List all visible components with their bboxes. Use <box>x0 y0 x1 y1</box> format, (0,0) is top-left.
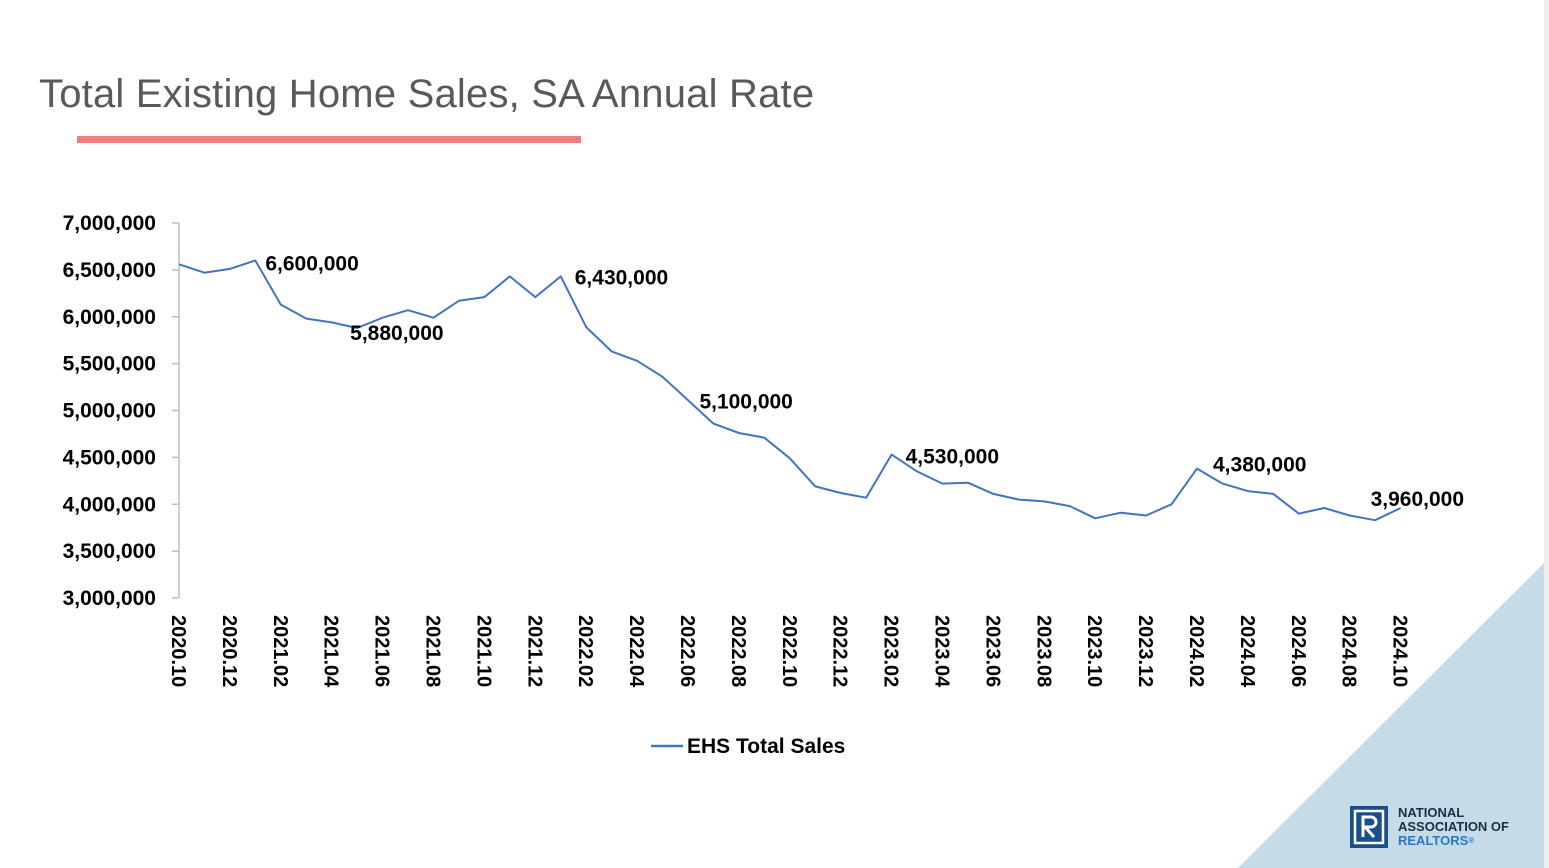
x-tick-label: 2023.12 <box>1134 615 1156 687</box>
data-label: 5,100,000 <box>699 391 792 414</box>
x-tick-label: 2023.06 <box>981 615 1003 687</box>
data-label: 4,380,000 <box>1213 454 1306 477</box>
page-title: Total Existing Home Sales, SA Annual Rat… <box>39 72 815 116</box>
x-tick-label: 2020.10 <box>167 615 189 687</box>
x-tick-label: 2021.10 <box>472 615 494 687</box>
x-tick-label: 2022.06 <box>676 615 698 687</box>
x-tick-label: 2024.04 <box>1236 615 1258 688</box>
logo-line-2: ASSOCIATION OF <box>1398 819 1509 834</box>
x-tick-label: 2023.08 <box>1032 615 1054 687</box>
realtor-r-icon <box>1350 806 1388 848</box>
x-tick-label: 2021.08 <box>422 615 444 687</box>
x-tick-label: 2022.04 <box>625 615 647 688</box>
x-tick-label: 2023.02 <box>880 615 902 687</box>
right-edge-strip <box>1544 0 1549 868</box>
x-tick-label: 2024.06 <box>1287 615 1309 687</box>
y-tick-label: 4,500,000 <box>63 446 156 469</box>
y-tick-label: 6,000,000 <box>63 306 156 329</box>
nar-logo: NATIONAL ASSOCIATION OF REALTORS® <box>1350 806 1509 848</box>
corner-triangle-shape <box>1238 558 1549 868</box>
y-tick-label: 3,500,000 <box>63 540 156 563</box>
data-label: 6,600,000 <box>265 253 358 276</box>
data-label: 3,960,000 <box>1371 488 1464 511</box>
legend-label: EHS Total Sales <box>687 735 845 758</box>
y-tick-label: 5,000,000 <box>63 400 156 423</box>
x-tick-label: 2020.12 <box>218 615 240 687</box>
x-tick-label: 2022.02 <box>574 615 596 687</box>
logo-reg-mark: ® <box>1468 836 1475 845</box>
y-tick-label: 5,500,000 <box>63 353 156 376</box>
x-tick-label: 2022.12 <box>829 615 851 687</box>
data-label: 5,880,000 <box>350 322 443 345</box>
x-tick-label: 2021.02 <box>269 615 291 687</box>
x-tick-label: 2022.08 <box>727 615 749 687</box>
x-tick-label: 2024.08 <box>1338 615 1360 687</box>
x-tick-label: 2024.02 <box>1185 615 1207 687</box>
title-underline <box>77 136 581 143</box>
data-label: 4,530,000 <box>906 446 999 469</box>
data-label: 6,430,000 <box>575 266 668 289</box>
x-tick-label: 2021.12 <box>523 615 545 687</box>
x-tick-label: 2023.04 <box>931 615 953 688</box>
y-tick-label: 7,000,000 <box>63 212 156 235</box>
x-tick-label: 2021.04 <box>320 615 342 688</box>
series-line-ehs-total-sales <box>178 259 1402 522</box>
logo-line-3-text: REALTORS <box>1398 833 1469 848</box>
logo-wordmark: NATIONAL ASSOCIATION OF REALTORS® <box>1398 806 1509 848</box>
logo-line-1: NATIONAL <box>1398 805 1465 820</box>
x-tick-label: 2022.10 <box>778 615 800 687</box>
x-tick-label: 2024.10 <box>1389 615 1411 687</box>
y-tick-label: 6,500,000 <box>63 259 156 282</box>
y-tick-label: 3,000,000 <box>63 587 156 610</box>
x-tick-label: 2023.10 <box>1083 615 1105 687</box>
x-tick-label: 2021.06 <box>371 615 393 687</box>
y-tick-label: 4,000,000 <box>63 493 156 516</box>
logo-line-3: REALTORS® <box>1398 834 1509 848</box>
